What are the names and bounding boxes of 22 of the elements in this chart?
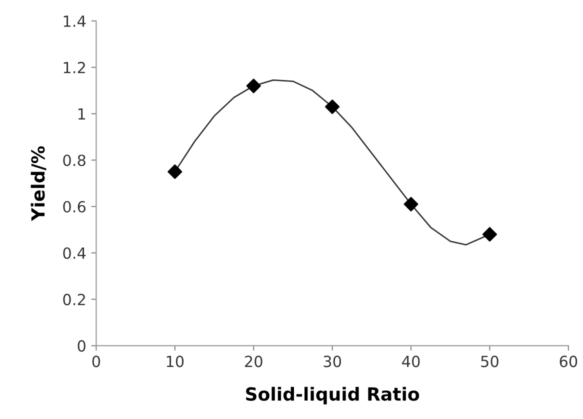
y-tick-label: 0.8 [63, 154, 86, 166]
y-axis-title: Yield/% [30, 146, 46, 222]
y-tick-label: 0 [78, 340, 86, 352]
y-tick-label: 0.6 [63, 200, 86, 213]
point [246, 78, 261, 94]
x-tick-label: 40 [402, 356, 420, 368]
point [168, 164, 182, 179]
x-tick-label: 50 [481, 356, 498, 368]
y-tick-label: 0.4 [63, 247, 86, 259]
x-tick-label: 0 [92, 356, 100, 368]
point [325, 99, 340, 114]
point [404, 196, 418, 212]
x-tick-label: 10 [166, 356, 184, 368]
y-tick-label: 1.2 [64, 62, 85, 74]
x-tick-label: 20 [245, 356, 262, 368]
y-tick-label: 0.2 [63, 294, 85, 306]
y-tick-label: 1 [78, 108, 86, 120]
y-tick-label: 1.4 [64, 16, 86, 27]
x-tick-label: 60 [560, 356, 578, 368]
x-axis-title: Solid-liquid Ratio [246, 386, 420, 404]
point [482, 227, 497, 242]
x-tick-label: 30 [324, 356, 342, 368]
